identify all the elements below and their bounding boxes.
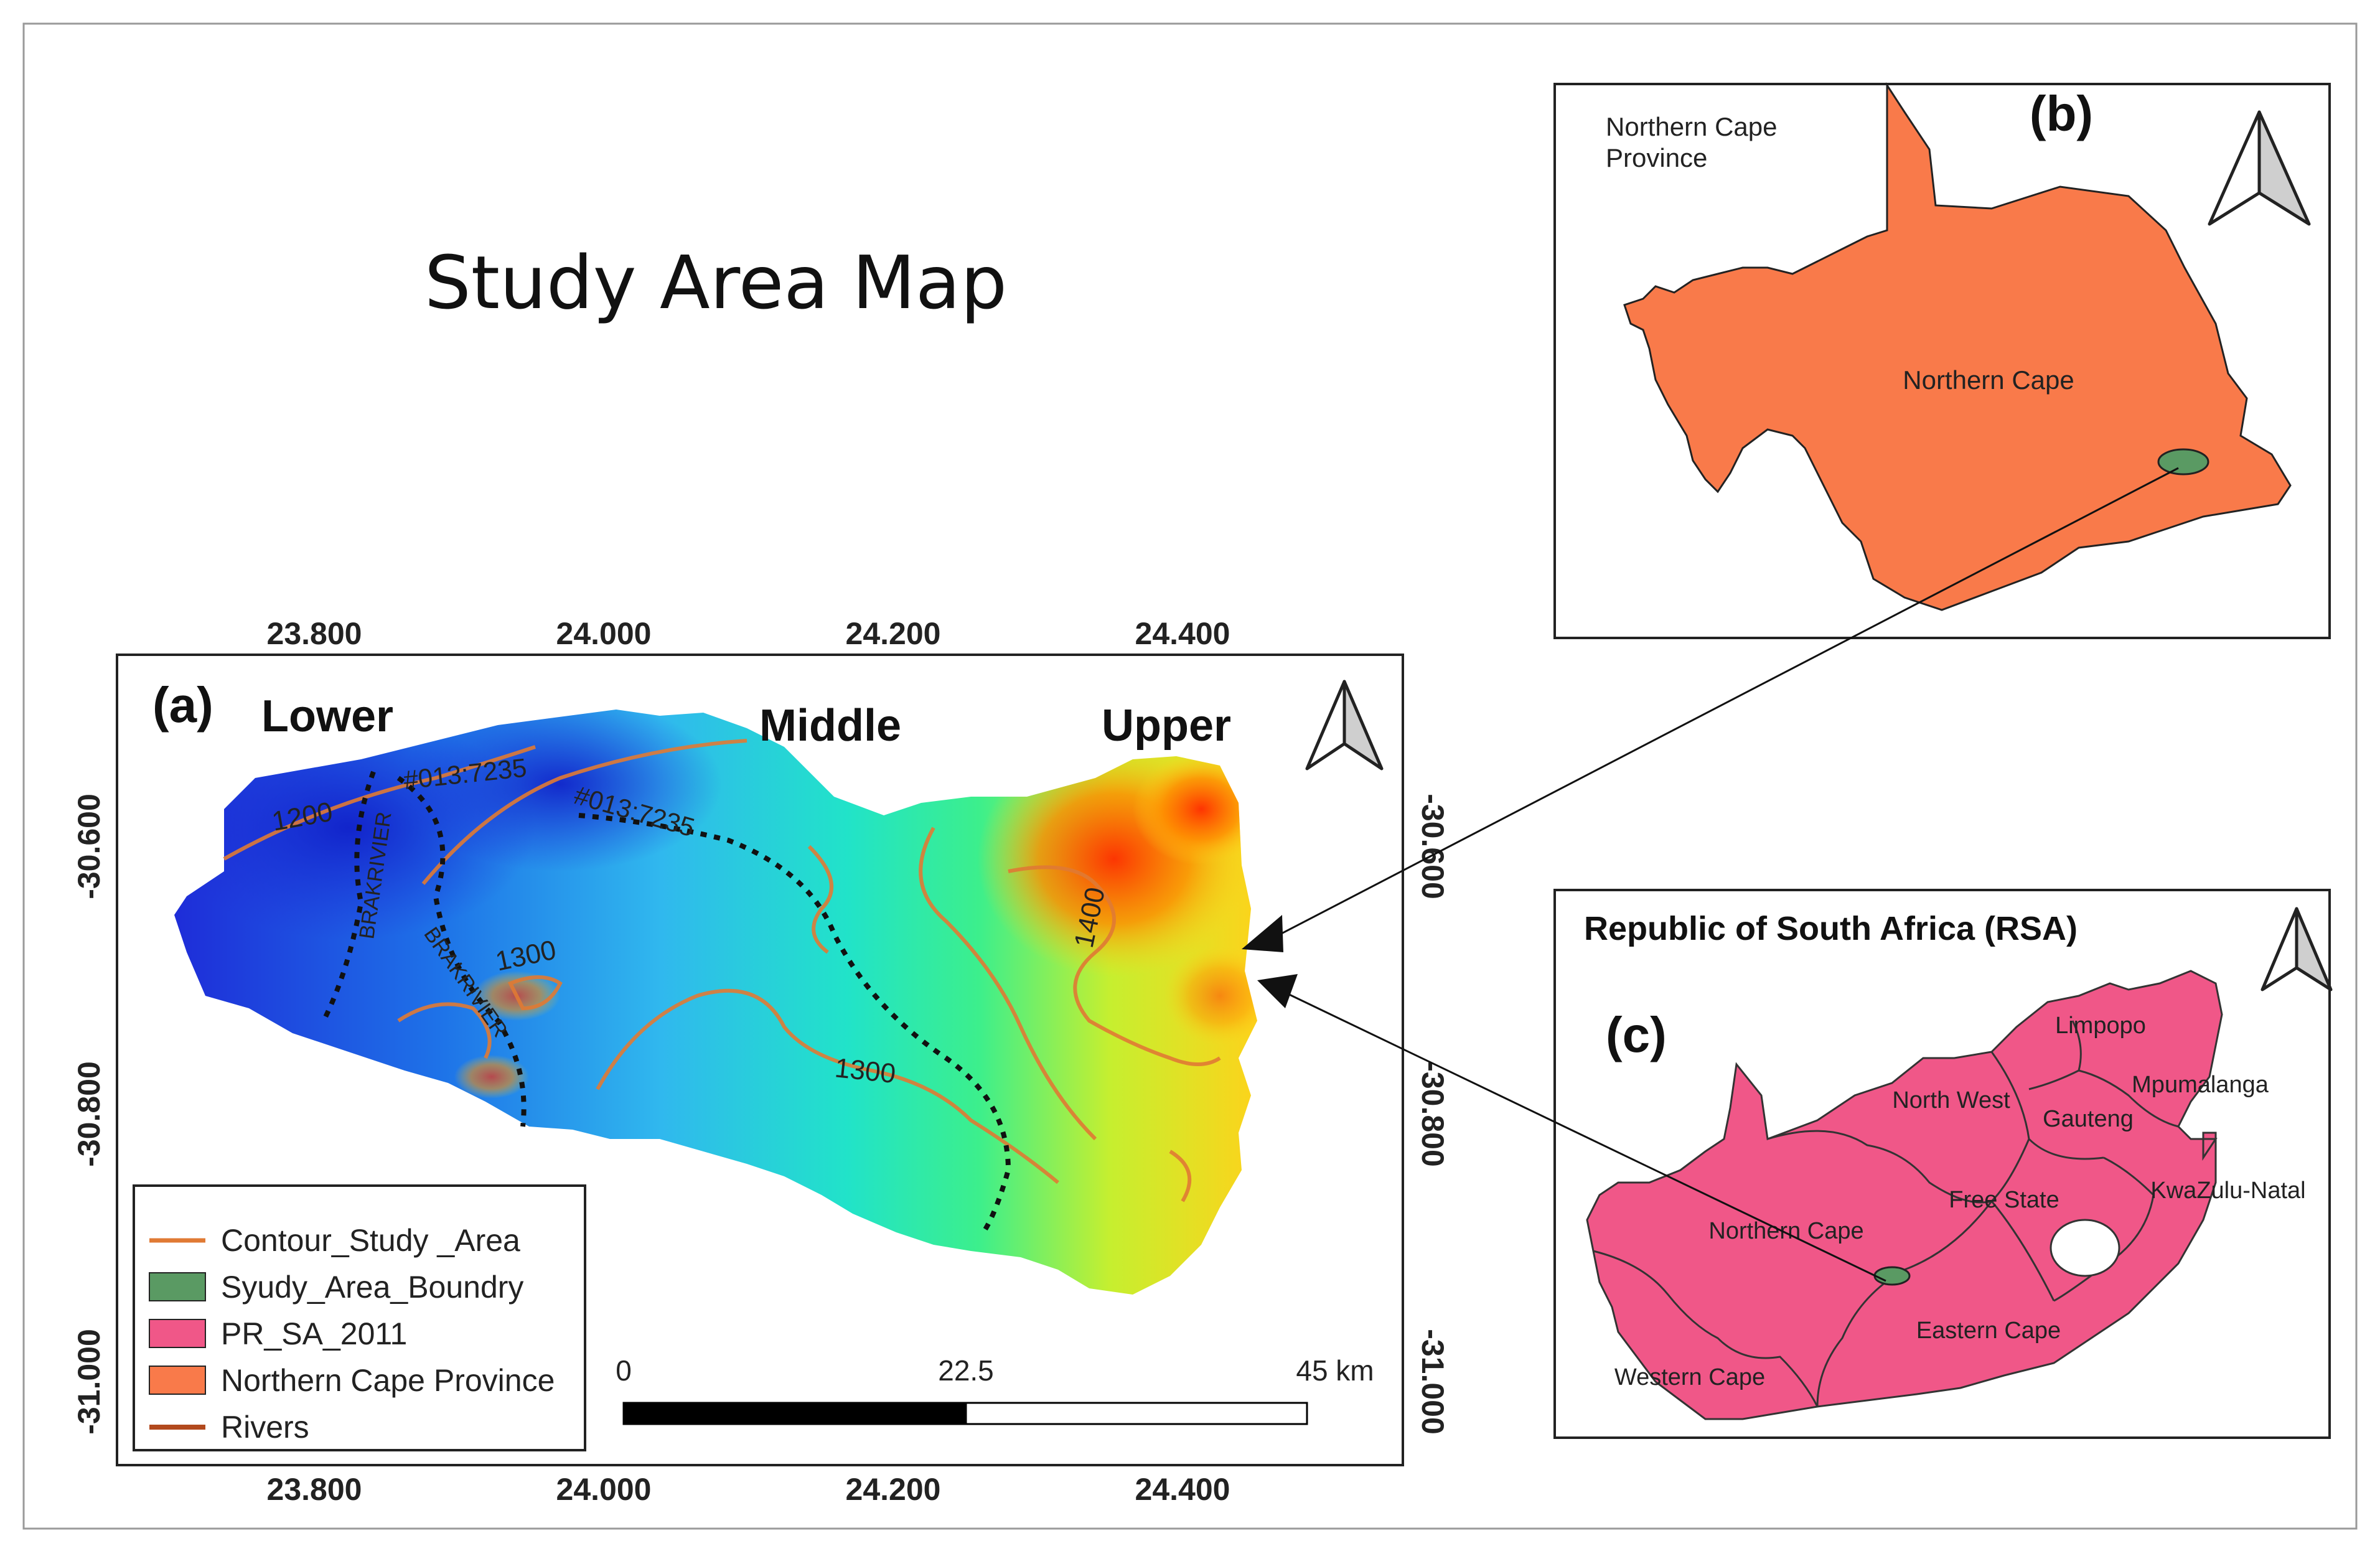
legend-label-contour: Contour_Study _Area — [221, 1223, 520, 1258]
northern-cape-shape — [1623, 82, 2292, 611]
province-label-eastern-cape: Eastern Cape — [1916, 1318, 2061, 1344]
y-tick-left-1: -30.600 — [72, 794, 106, 899]
y-tick-right-2: -30.800 — [1415, 1061, 1450, 1167]
legend-symbol-study-area — [149, 1272, 206, 1301]
arrowhead-icon — [1242, 915, 1283, 952]
x-tick-top-2: 24.000 — [556, 616, 652, 651]
legend-label-study-area: Syudy_Area_Boundry — [221, 1270, 523, 1305]
y-tick-left-3: -31.000 — [72, 1329, 106, 1435]
study-area-marker-c — [1873, 1266, 1911, 1286]
province-label-western-cape: Western Cape — [1614, 1364, 1765, 1390]
y-tick-right-3: -31.000 — [1415, 1329, 1450, 1435]
panel-a-label: (a) — [152, 677, 213, 733]
north-arrow-icon — [1305, 680, 1384, 771]
arrowhead-icon — [1257, 974, 1298, 1008]
province-label-gauteng: Gauteng — [2043, 1106, 2134, 1132]
province-label-north-west: North West — [1892, 1087, 2010, 1113]
legend: Contour_Study _Area Syudy_Area_Boundry P… — [133, 1184, 586, 1451]
panel-b-label: (b) — [2030, 86, 2093, 141]
x-tick-bottom-1: 23.800 — [267, 1472, 362, 1507]
province-label-northern-cape: Northern Cape — [1708, 1218, 1863, 1244]
province-label-kwazulu-natal: KwaZulu-Natal — [2150, 1178, 2305, 1204]
x-tick-top-4: 24.400 — [1135, 616, 1230, 651]
x-tick-bottom-3: 24.200 — [846, 1472, 941, 1507]
south-africa-shape — [1586, 970, 2223, 1420]
legend-label-pr-sa: PR_SA_2011 — [221, 1316, 407, 1351]
lesotho-hole — [2050, 1219, 2120, 1277]
scale-tick-mid: 22.5 — [938, 1354, 994, 1387]
panel-c: Republic of South Africa (RSA) (c) Limpo… — [1553, 889, 2333, 1439]
x-tick-top-3: 24.200 — [846, 616, 941, 651]
legend-symbol-northern-cape — [149, 1366, 206, 1395]
contour-label-1300-b: 1300 — [833, 1052, 897, 1089]
panel-c-caption: Republic of South Africa (RSA) — [1584, 910, 2078, 947]
province-label-mpumalanga: Mpumalanga — [2132, 1072, 2269, 1098]
legend-label-northern-cape: Northern Cape Province — [221, 1363, 555, 1398]
north-arrow-icon — [2208, 110, 2311, 226]
segment-lower: Lower — [261, 691, 393, 741]
panel-b-region-label: Northern Cape — [1903, 365, 2074, 395]
province-label-limpopo: Limpopo — [2055, 1013, 2146, 1039]
x-tick-bottom-2: 24.000 — [556, 1472, 652, 1507]
figure-title: Study Area Map — [424, 240, 1007, 326]
figure-border — [22, 22, 2358, 1530]
panel-b: (b) Northern Cape Province Northern Cape — [1553, 82, 2331, 639]
legend-box — [133, 1184, 586, 1451]
contour-lines — [223, 739, 1221, 1202]
x-tick-top-1: 23.800 — [267, 616, 362, 651]
legend-label-rivers: Rivers — [221, 1410, 309, 1445]
panel-a: #013:7235 #013:7235 BRAKRIVIER BRAKRIVIE… — [72, 616, 1450, 1507]
y-tick-right-1: -30.600 — [1415, 794, 1450, 899]
x-tick-bottom-4: 24.400 — [1135, 1472, 1230, 1507]
north-arrow-icon — [2261, 907, 2333, 991]
panel-c-label: (c) — [1606, 1007, 1667, 1062]
connector-line-b — [1263, 467, 2179, 944]
scale-tick-0: 0 — [616, 1354, 632, 1387]
study-area-marker-b — [2157, 448, 2209, 476]
scale-bar: 0 22.5 45 km — [616, 1354, 1374, 1425]
province-label-free-state: Free State — [1949, 1187, 2059, 1213]
legend-symbol-pr-sa — [149, 1319, 206, 1348]
segment-middle: Middle — [759, 701, 901, 751]
connector-line-c — [1278, 988, 1886, 1282]
subcatchment-divides — [321, 771, 1011, 1234]
panel-b-caption-line1: Northern Cape — [1606, 112, 1777, 141]
connector-lines — [1242, 467, 2179, 1282]
segment-upper: Upper — [1102, 701, 1231, 751]
scale-tick-end: 45 km — [1296, 1354, 1374, 1387]
y-tick-left-2: -30.800 — [72, 1061, 106, 1167]
panel-b-caption-line2: Province — [1606, 143, 1707, 172]
